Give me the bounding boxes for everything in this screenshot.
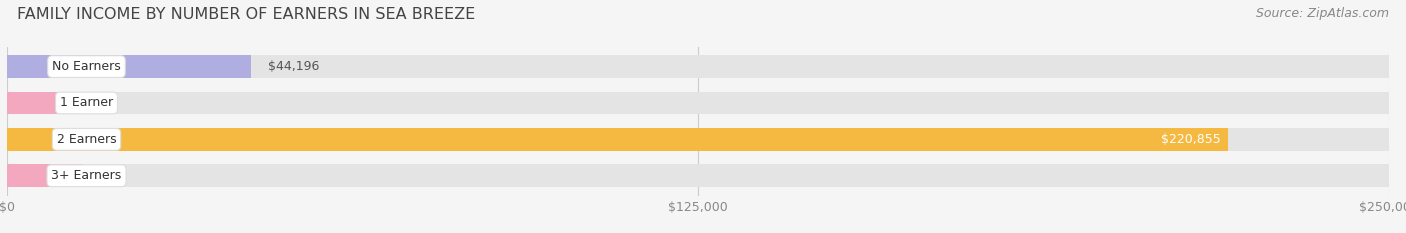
- Text: 3+ Earners: 3+ Earners: [52, 169, 122, 182]
- Bar: [7, 92, 83, 114]
- Bar: [7, 55, 1389, 78]
- Text: $220,855: $220,855: [1161, 133, 1220, 146]
- Text: $0: $0: [100, 96, 115, 110]
- Text: $44,196: $44,196: [269, 60, 319, 73]
- Bar: [7, 128, 1227, 151]
- Text: FAMILY INCOME BY NUMBER OF EARNERS IN SEA BREEZE: FAMILY INCOME BY NUMBER OF EARNERS IN SE…: [17, 7, 475, 22]
- Bar: [7, 164, 83, 187]
- Bar: [7, 128, 1389, 151]
- Text: No Earners: No Earners: [52, 60, 121, 73]
- Bar: [7, 164, 1389, 187]
- Text: 1 Earner: 1 Earner: [60, 96, 112, 110]
- Bar: [7, 92, 1389, 114]
- Text: $0: $0: [100, 169, 115, 182]
- Bar: [7, 55, 252, 78]
- Text: Source: ZipAtlas.com: Source: ZipAtlas.com: [1256, 7, 1389, 20]
- Text: 2 Earners: 2 Earners: [56, 133, 117, 146]
